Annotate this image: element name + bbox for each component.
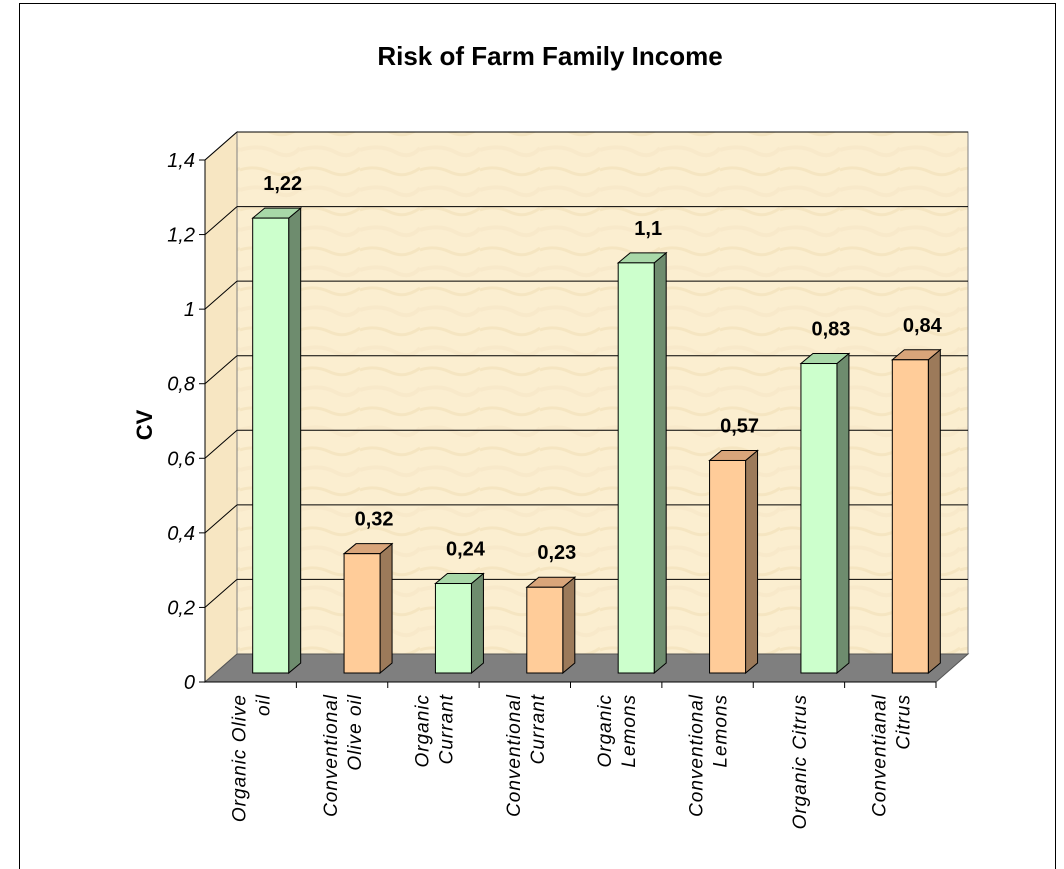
bar-side bbox=[379, 542, 393, 675]
plot-floor bbox=[203, 653, 970, 683]
y-tick-label: 1,2 bbox=[167, 225, 195, 247]
gridline-side bbox=[204, 131, 238, 161]
chart-frame bbox=[19, 3, 1056, 869]
floor bbox=[203, 653, 970, 683]
y-tick-label: 1,4 bbox=[167, 150, 195, 172]
gridline-side bbox=[204, 504, 238, 534]
y-tick-labels: 0 0,2 0,4 0,6 0,8 1 1,2 1,4 bbox=[167, 150, 196, 694]
category-label: Conventianal Citrus bbox=[869, 694, 914, 817]
data-label: 1,1 bbox=[634, 218, 662, 240]
bar-front bbox=[891, 359, 929, 674]
category-label: Organic Lemons bbox=[595, 694, 640, 768]
bar-side bbox=[470, 572, 484, 675]
bar-front bbox=[252, 217, 290, 674]
bar bbox=[616, 251, 668, 675]
data-label: 0,57 bbox=[720, 415, 759, 437]
bar-front bbox=[617, 262, 655, 674]
gridline-side bbox=[204, 355, 238, 385]
data-label: 0,83 bbox=[811, 319, 850, 341]
y-tick-label: 0 bbox=[184, 672, 195, 694]
gridline-side bbox=[204, 280, 238, 310]
plot-back-wall bbox=[204, 130, 969, 684]
bar-front bbox=[434, 583, 472, 674]
category-label: Conventional Lemons bbox=[687, 694, 732, 817]
y-tick-label: 0,4 bbox=[167, 523, 195, 545]
bar-side bbox=[288, 207, 302, 675]
data-label: 0,32 bbox=[355, 509, 394, 531]
y-axis-label: CV bbox=[132, 409, 157, 440]
bar bbox=[434, 572, 485, 675]
y-tick-label: 1 bbox=[184, 299, 195, 321]
bar bbox=[890, 348, 942, 675]
gridline-side bbox=[204, 429, 238, 459]
y-tick-label: 0,8 bbox=[167, 374, 195, 396]
category-label: Organic Currant bbox=[412, 694, 457, 768]
bar-side bbox=[653, 251, 667, 675]
bar-front bbox=[526, 586, 564, 674]
bar bbox=[342, 542, 394, 675]
data-label: 1,22 bbox=[263, 173, 302, 195]
data-label: 0,24 bbox=[446, 539, 486, 561]
bar-front bbox=[800, 363, 838, 674]
category-labels: Organic Olive oil Conventional Olive oil Org… bbox=[230, 694, 915, 829]
data-labels: 1,22 0,32 0,24 0,23 1,1 0,57 0,83 0,84 bbox=[263, 173, 942, 564]
side-wall bbox=[204, 130, 238, 684]
chart-title: Risk of Farm Family Income bbox=[377, 41, 722, 71]
bars bbox=[251, 207, 942, 675]
y-tick-label: 0,6 bbox=[167, 448, 196, 470]
category-label: Conventional Olive oil bbox=[321, 694, 366, 817]
bar bbox=[708, 449, 759, 675]
bar-side bbox=[745, 449, 759, 675]
gridline-side bbox=[204, 579, 238, 608]
bar bbox=[799, 352, 851, 675]
bar-front bbox=[343, 553, 381, 674]
bar bbox=[525, 576, 577, 675]
bar-side bbox=[836, 352, 850, 675]
category-label: Organic Citrus bbox=[790, 694, 811, 829]
data-label: 0,84 bbox=[903, 315, 943, 337]
bar bbox=[251, 207, 303, 675]
bar-side bbox=[562, 576, 576, 675]
category-label: Conventional Currant bbox=[504, 694, 549, 817]
bar-side bbox=[927, 348, 941, 675]
data-label: 0,23 bbox=[537, 542, 576, 564]
bar-front bbox=[709, 459, 747, 674]
y-tick-label: 0,2 bbox=[167, 597, 195, 619]
axes bbox=[199, 159, 937, 688]
gridline-side bbox=[204, 206, 238, 235]
category-label: Organic Olive oil bbox=[230, 694, 275, 822]
